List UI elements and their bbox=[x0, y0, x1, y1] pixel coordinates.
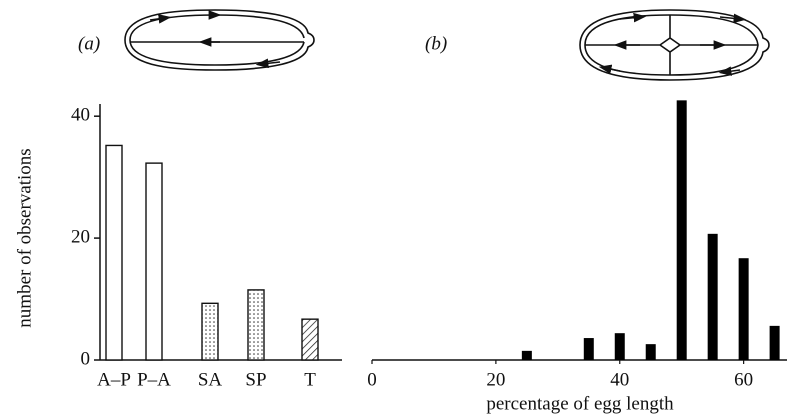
x-tick-label: P–A bbox=[137, 369, 171, 390]
egg-diagram-b bbox=[579, 9, 770, 81]
bar bbox=[614, 333, 625, 360]
x-tick-label: 40 bbox=[610, 369, 629, 390]
bar bbox=[676, 100, 687, 360]
x-tick-label: SA bbox=[198, 369, 223, 390]
panel-label: (b) bbox=[425, 33, 447, 54]
y-tick-label: 0 bbox=[81, 348, 91, 369]
bar bbox=[645, 344, 656, 360]
bar bbox=[145, 162, 163, 361]
bar bbox=[521, 350, 532, 360]
x-axis-label: percentage of egg length bbox=[486, 393, 674, 414]
x-tick-label: 0 bbox=[367, 369, 377, 390]
bar bbox=[583, 338, 594, 360]
bar bbox=[201, 302, 219, 361]
bar bbox=[105, 144, 123, 361]
y-tick-label: 20 bbox=[71, 226, 90, 247]
y-tick-label: 40 bbox=[71, 105, 90, 126]
bar bbox=[301, 318, 319, 361]
x-tick-label: 60 bbox=[734, 369, 753, 390]
bar bbox=[707, 233, 718, 360]
x-tick-label: 20 bbox=[486, 369, 505, 390]
x-tick-label: T bbox=[304, 369, 316, 390]
y-axis-label: number of observations bbox=[14, 148, 35, 327]
bar bbox=[738, 258, 749, 360]
egg-diagram-a bbox=[124, 9, 315, 71]
x-tick-label: A–P bbox=[97, 369, 131, 390]
x-tick-label: SP bbox=[245, 369, 266, 390]
bar bbox=[769, 325, 780, 360]
panel-label: (a) bbox=[78, 33, 100, 54]
bar bbox=[247, 289, 265, 361]
